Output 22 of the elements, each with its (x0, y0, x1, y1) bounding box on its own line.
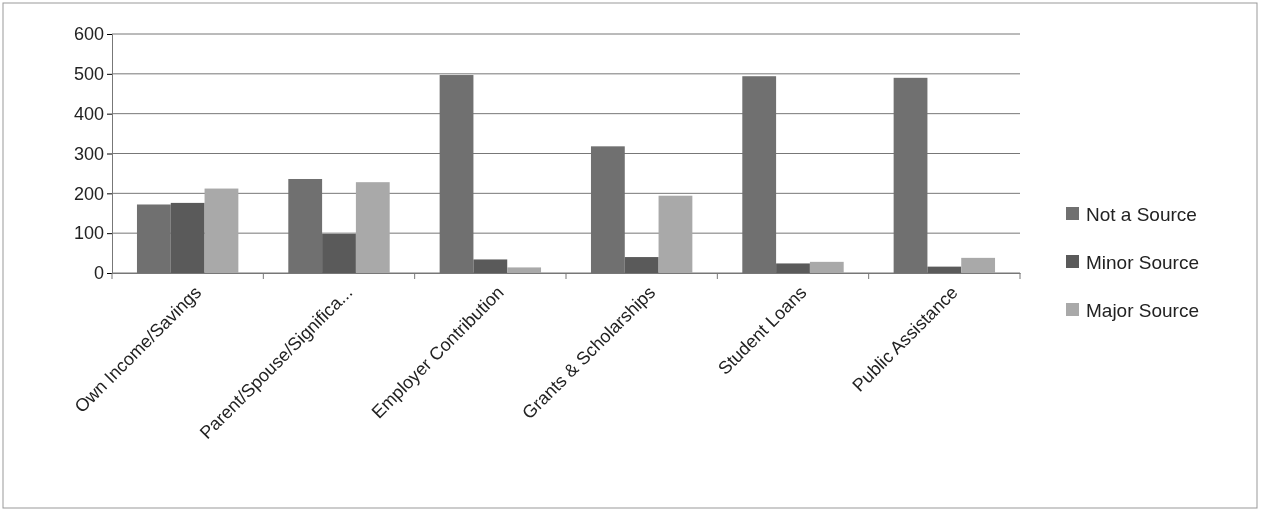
bar (658, 195, 693, 273)
bar (322, 233, 356, 273)
bar (776, 263, 810, 273)
legend-label: Not a Source (1086, 203, 1197, 225)
bar (624, 257, 659, 273)
y-tick-label: 600 (73, 24, 104, 45)
bar (355, 182, 390, 273)
legend-label: Minor Source (1086, 251, 1199, 273)
y-tick-label: 0 (93, 263, 104, 284)
bar (809, 261, 844, 273)
y-tick-label: 300 (73, 143, 104, 164)
bar (473, 259, 508, 273)
y-tick-label: 200 (73, 183, 104, 204)
bar (204, 188, 239, 273)
y-tick-label: 500 (73, 64, 104, 85)
bar (961, 257, 996, 273)
y-tick-label: 100 (73, 223, 104, 244)
y-tick-label: 400 (73, 103, 104, 124)
bar (927, 266, 962, 273)
legend-label: Major Source (1086, 299, 1199, 321)
bar (507, 267, 542, 273)
bar (170, 202, 205, 273)
